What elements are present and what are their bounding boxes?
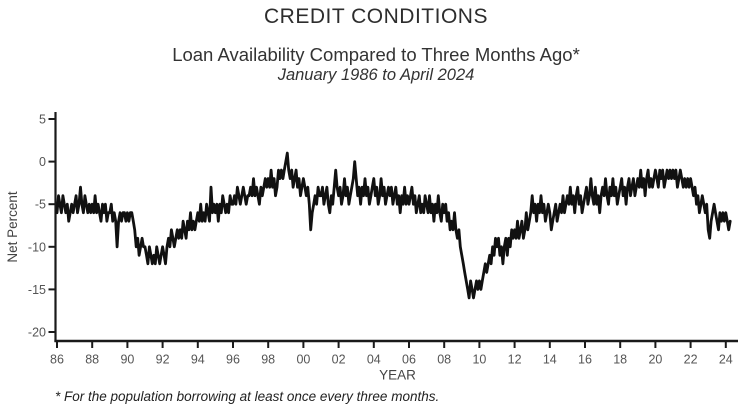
data-line xyxy=(55,151,732,300)
y-tick-label: -5 xyxy=(35,198,46,212)
x-tick-label: 12 xyxy=(508,353,522,367)
x-tick-label: 88 xyxy=(85,353,99,367)
x-tick-label: 22 xyxy=(684,353,698,367)
axes xyxy=(54,112,738,343)
page-title: CREDIT CONDITIONS xyxy=(264,5,488,28)
chart-footnote: * For the population borrowing at least … xyxy=(55,389,440,404)
line-chart-plot: 5 0 -5 -10 -15 -20 86 88 90 92 94 96 98 00 02 04 06 08 10 1… xyxy=(5,112,738,383)
y-tick-label: -15 xyxy=(28,283,46,297)
y-tick-label: -10 xyxy=(28,240,46,254)
x-tick-label: 24 xyxy=(719,353,733,367)
chart-period-label: January 1986 to April 2024 xyxy=(277,66,475,84)
y-tick-label: 0 xyxy=(39,155,46,169)
x-tick-label: 02 xyxy=(332,353,346,367)
x-tick-label: 16 xyxy=(578,353,592,367)
x-tick-label: 10 xyxy=(472,353,486,367)
x-tick-label: 94 xyxy=(191,353,205,367)
y-tick-label: -20 xyxy=(28,326,46,340)
y-tick-labels: 5 0 -5 -10 -15 -20 xyxy=(28,113,55,340)
x-tick-labels: 86 88 90 92 94 96 98 00 02 04 06 08 10 12 14 16 18 20 22 24 xyxy=(50,342,733,367)
x-tick-label: 18 xyxy=(613,353,627,367)
x-tick-label: 08 xyxy=(437,353,451,367)
y-tick-label: 5 xyxy=(39,113,46,127)
x-tick-label: 00 xyxy=(296,353,310,367)
x-tick-label: 86 xyxy=(50,353,64,367)
y-axis-title: Net Percent xyxy=(5,191,20,263)
x-tick-label: 20 xyxy=(648,353,662,367)
x-tick-label: 06 xyxy=(402,353,416,367)
x-axis-title: YEAR xyxy=(379,368,416,383)
x-tick-label: 90 xyxy=(120,353,134,367)
x-tick-label: 92 xyxy=(156,353,170,367)
chart-subtitle: Loan Availability Compared to Three Mont… xyxy=(172,44,580,65)
x-tick-label: 96 xyxy=(226,353,240,367)
x-tick-label: 98 xyxy=(261,353,275,367)
x-tick-label: 04 xyxy=(367,353,381,367)
x-tick-label: 14 xyxy=(543,353,557,367)
